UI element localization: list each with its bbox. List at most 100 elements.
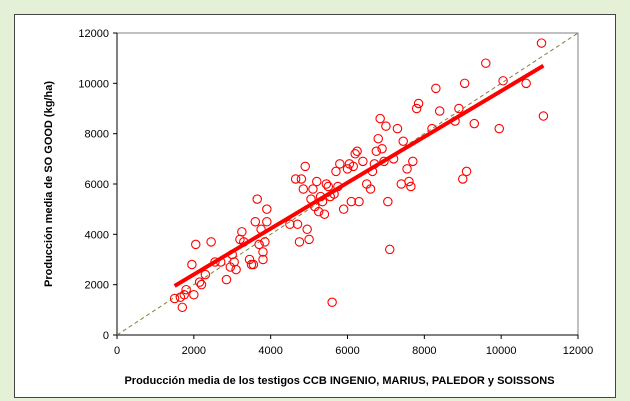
data-point [383, 196, 393, 207]
data-point [252, 194, 262, 204]
chart-area [14, 14, 616, 398]
data-point [365, 184, 376, 194]
data-point [459, 78, 470, 89]
data-point [335, 159, 345, 169]
data-point [358, 156, 368, 167]
data-point [200, 269, 211, 280]
y-tick-label: 4000 [85, 229, 109, 241]
data-point [296, 174, 307, 184]
data-point [396, 179, 407, 189]
data-point [290, 174, 301, 184]
data-point [536, 38, 547, 48]
x-tick-label: 2000 [182, 345, 206, 357]
y-tick-label: 2000 [85, 280, 109, 292]
data-point [323, 181, 334, 192]
data-point [237, 227, 247, 237]
data-point [206, 237, 216, 247]
data-point [469, 118, 480, 129]
data-point [392, 123, 403, 134]
data-point [262, 217, 272, 227]
y-tick-label: 10000 [78, 78, 109, 90]
data-point [321, 179, 332, 189]
data-point [498, 76, 508, 86]
data-point [260, 237, 270, 247]
x-tick-label: 10000 [486, 345, 517, 357]
y-tick-label: 0 [103, 330, 109, 342]
data-point [308, 184, 318, 194]
data-point [210, 257, 220, 267]
data-point [221, 274, 232, 285]
data-point [246, 259, 257, 270]
data-point [375, 113, 385, 124]
data-point [298, 184, 309, 194]
data-point [381, 121, 391, 131]
data-point [461, 166, 472, 177]
data-point [191, 239, 201, 250]
data-point [285, 219, 295, 230]
data-point [254, 239, 264, 250]
data-point [189, 289, 199, 300]
data-point [408, 156, 418, 167]
data-point [194, 277, 205, 287]
data-point [338, 204, 349, 214]
x-tick-label: 0 [114, 345, 120, 357]
x-tick-label: 12000 [563, 345, 594, 357]
data-point [404, 176, 414, 187]
data-point [413, 98, 424, 109]
data-point [348, 161, 359, 172]
data-point [406, 181, 416, 192]
data-point [319, 209, 330, 219]
data-point [313, 206, 324, 217]
data-point [346, 196, 357, 207]
data-point [258, 254, 268, 265]
data-point [258, 247, 268, 257]
data-point [300, 161, 310, 172]
data-point [398, 136, 408, 146]
data-point [187, 259, 197, 270]
data-point [231, 264, 241, 275]
x-tick-label: 6000 [335, 345, 359, 357]
y-tick-label: 6000 [85, 179, 109, 191]
data-point [354, 196, 364, 207]
data-point [294, 237, 305, 247]
data-point [177, 302, 188, 313]
data-point [327, 297, 337, 308]
data-point [250, 217, 261, 227]
data-point [350, 149, 360, 159]
data-point [262, 204, 272, 214]
x-tick-label: 4000 [258, 345, 282, 357]
data-point [454, 103, 464, 114]
data-point [373, 133, 383, 144]
data-point [371, 146, 382, 157]
data-point [457, 174, 468, 184]
regression-line [173, 63, 545, 288]
data-point [352, 146, 362, 157]
data-point [331, 166, 341, 177]
x-axis-title: Producción media de los testigos CCB ING… [124, 375, 554, 387]
data-point [181, 284, 191, 295]
data-point [434, 106, 445, 116]
data-point [377, 144, 387, 154]
data-point [402, 164, 412, 174]
data-point [196, 279, 207, 290]
data-point [431, 83, 441, 94]
data-point [248, 259, 259, 270]
data-point [481, 58, 491, 68]
x-tick-label: 8000 [412, 345, 436, 357]
data-point [179, 289, 189, 300]
data-point [411, 103, 422, 114]
data-point [304, 234, 314, 245]
data-point [302, 224, 312, 235]
data-point [169, 293, 180, 304]
data-point [292, 219, 303, 230]
data-point [385, 244, 395, 255]
y-tick-label: 12000 [78, 28, 109, 40]
data-point [538, 111, 549, 121]
y-tick-label: 8000 [85, 129, 109, 141]
data-point [521, 78, 531, 89]
y-axis-title: Producción media de SO GOOD (kg/ha) [43, 81, 55, 287]
data-point [342, 164, 353, 174]
data-point [312, 176, 322, 187]
